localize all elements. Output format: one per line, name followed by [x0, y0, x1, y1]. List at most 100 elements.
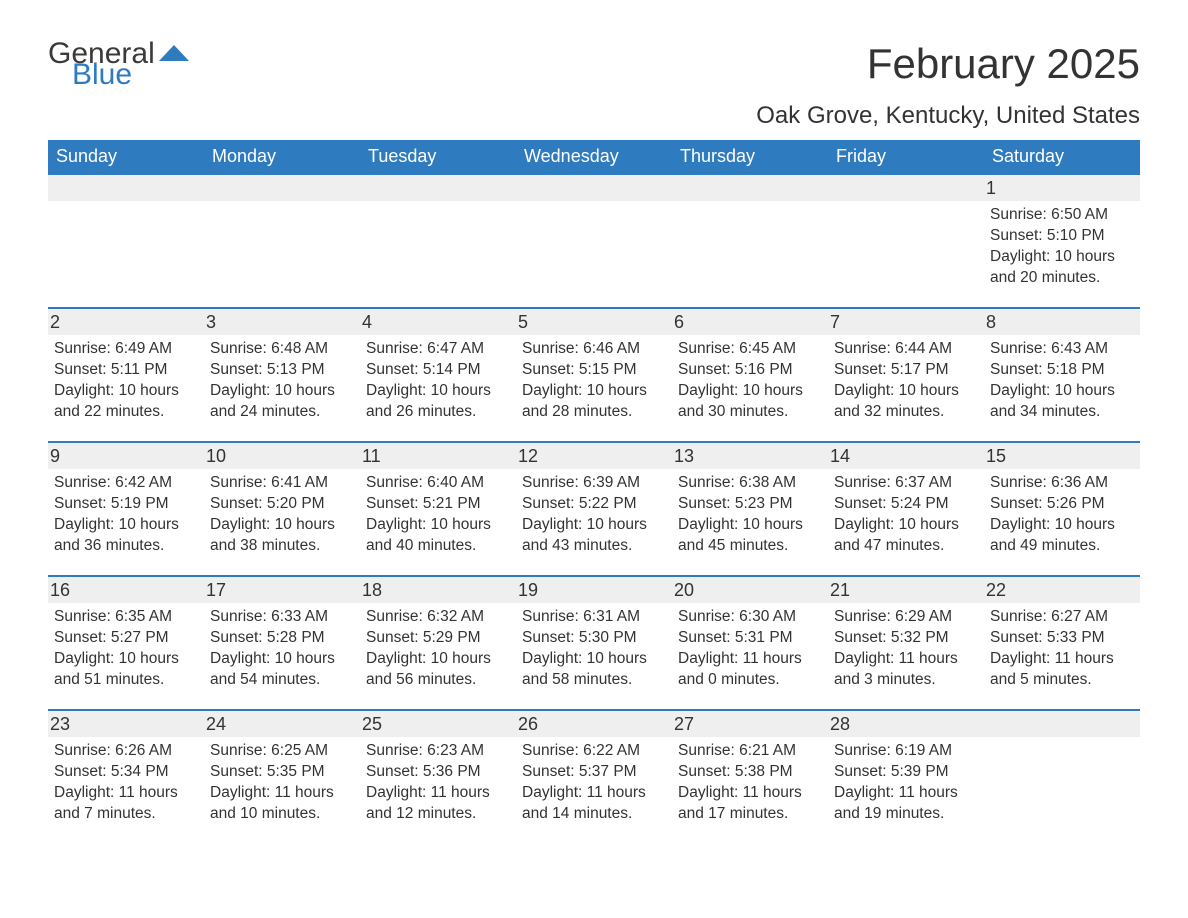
- calendar-cell: 6Sunrise: 6:45 AMSunset: 5:16 PMDaylight…: [672, 307, 828, 441]
- daylight-line: Daylight: 10 hours and 26 minutes.: [366, 381, 510, 423]
- sunset-line: Sunset: 5:16 PM: [678, 360, 822, 381]
- sunrise-line: Sunrise: 6:19 AM: [834, 741, 978, 762]
- day-number-bar: 18: [360, 575, 516, 603]
- weekday-header: Friday: [828, 140, 984, 173]
- day-number-bar: 24: [204, 709, 360, 737]
- sunset-line: Sunset: 5:14 PM: [366, 360, 510, 381]
- sunrise-line: Sunrise: 6:39 AM: [522, 473, 666, 494]
- calendar-cell: 2Sunrise: 6:49 AMSunset: 5:11 PMDaylight…: [48, 307, 204, 441]
- sunset-line: Sunset: 5:38 PM: [678, 762, 822, 783]
- sunset-line: Sunset: 5:26 PM: [990, 494, 1134, 515]
- weekday-header: Thursday: [672, 140, 828, 173]
- day-number-bar: 10: [204, 441, 360, 469]
- daylight-line: Daylight: 11 hours and 19 minutes.: [834, 783, 978, 825]
- sunset-line: Sunset: 5:19 PM: [54, 494, 198, 515]
- sunrise-line: Sunrise: 6:23 AM: [366, 741, 510, 762]
- calendar-cell: 14Sunrise: 6:37 AMSunset: 5:24 PMDayligh…: [828, 441, 984, 575]
- sunset-line: Sunset: 5:37 PM: [522, 762, 666, 783]
- calendar-cell: 10 Sunrise: 6:41 AMSunset: 5:20 PMDayligh…: [204, 441, 360, 575]
- sunset-line: Sunset: 5:34 PM: [54, 762, 198, 783]
- daylight-line: Daylight: 10 hours and 40 minutes.: [366, 515, 510, 557]
- daylight-line: Daylight: 11 hours and 5 minutes.: [990, 649, 1134, 691]
- daylight-line: Daylight: 10 hours and 56 minutes.: [366, 649, 510, 691]
- sunrise-line: Sunrise: 6:29 AM: [834, 607, 978, 628]
- sunset-line: Sunset: 5:18 PM: [990, 360, 1134, 381]
- calendar-cell: 21Sunrise: 6:29 AMSunset: 5:32 PMDayligh…: [828, 575, 984, 709]
- calendar-week: 16Sunrise: 6:35 AMSunset: 5:27 PMDayligh…: [48, 575, 1140, 709]
- daylight-line: Daylight: 10 hours and 30 minutes.: [678, 381, 822, 423]
- calendar-cell: [984, 709, 1140, 843]
- calendar-cell: 13Sunrise: 6:38 AMSunset: 5:23 PMDayligh…: [672, 441, 828, 575]
- daylight-line: Daylight: 10 hours and 49 minutes.: [990, 515, 1134, 557]
- sunset-line: Sunset: 5:39 PM: [834, 762, 978, 783]
- calendar-week: 1Sunrise: 6:50 AMSunset: 5:10 PMDaylight…: [48, 173, 1140, 307]
- day-number-bar: 5: [516, 307, 672, 335]
- day-number-bar: 7: [828, 307, 984, 335]
- day-number-bar: 26: [516, 709, 672, 737]
- calendar-cell: 28 Sunrise: 6:19 AMSunset: 5:39 PMDayligh…: [828, 709, 984, 843]
- calendar-week: 2Sunrise: 6:49 AMSunset: 5:11 PMDaylight…: [48, 307, 1140, 441]
- daylight-line: Daylight: 11 hours and 12 minutes.: [366, 783, 510, 825]
- day-number-bar: [984, 709, 1140, 737]
- calendar-cell: 24Sunrise: 6:25 AMSunset: 5:35 PMDayligh…: [204, 709, 360, 843]
- calendar-cell: 16Sunrise: 6:35 AMSunset: 5:27 PMDayligh…: [48, 575, 204, 709]
- sunrise-line: Sunrise: 6:30 AM: [678, 607, 822, 628]
- calendar-cell: 1Sunrise: 6:50 AMSunset: 5:10 PMDaylight…: [984, 173, 1140, 307]
- title-block: February 2025 Oak Grove, Kentucky, Unite…: [756, 40, 1140, 130]
- day-number-bar: 17: [204, 575, 360, 603]
- sunrise-line: Sunrise: 6:49 AM: [54, 339, 198, 360]
- day-number-bar: [204, 173, 360, 201]
- sunrise-line: Sunrise: 6:48 AM: [210, 339, 354, 360]
- day-number-bar: 25: [360, 709, 516, 737]
- sunrise-line: Sunrise: 6:37 AM: [834, 473, 978, 494]
- sunrise-line: Sunrise: 6:27 AM: [990, 607, 1134, 628]
- day-number-bar: 4: [360, 307, 516, 335]
- day-number-bar: [516, 173, 672, 201]
- sunset-line: Sunset: 5:32 PM: [834, 628, 978, 649]
- sunset-line: Sunset: 5:29 PM: [366, 628, 510, 649]
- sunrise-line: Sunrise: 6:45 AM: [678, 339, 822, 360]
- day-number-bar: 14: [828, 441, 984, 469]
- day-number-bar: 19: [516, 575, 672, 603]
- sunrise-line: Sunrise: 6:50 AM: [990, 205, 1134, 226]
- daylight-line: Daylight: 10 hours and 22 minutes.: [54, 381, 198, 423]
- daylight-line: Daylight: 10 hours and 58 minutes.: [522, 649, 666, 691]
- day-number-bar: 1: [984, 173, 1140, 201]
- daylight-line: Daylight: 11 hours and 0 minutes.: [678, 649, 822, 691]
- sunset-line: Sunset: 5:20 PM: [210, 494, 354, 515]
- calendar-week: 23Sunrise: 6:26 AMSunset: 5:34 PMDayligh…: [48, 709, 1140, 843]
- sunrise-line: Sunrise: 6:46 AM: [522, 339, 666, 360]
- day-number-bar: [360, 173, 516, 201]
- sunrise-line: Sunrise: 6:41 AM: [210, 473, 354, 494]
- day-number-bar: 23: [48, 709, 204, 737]
- calendar-cell: 9Sunrise: 6:42 AMSunset: 5:19 PMDaylight…: [48, 441, 204, 575]
- sunset-line: Sunset: 5:28 PM: [210, 628, 354, 649]
- daylight-line: Daylight: 10 hours and 38 minutes.: [210, 515, 354, 557]
- calendar-cell: 8Sunrise: 6:43 AMSunset: 5:18 PMDaylight…: [984, 307, 1140, 441]
- day-number-bar: [672, 173, 828, 201]
- calendar-cell: [204, 173, 360, 307]
- calendar-cell: 7Sunrise: 6:44 AMSunset: 5:17 PMDaylight…: [828, 307, 984, 441]
- daylight-line: Daylight: 11 hours and 14 minutes.: [522, 783, 666, 825]
- sunset-line: Sunset: 5:33 PM: [990, 628, 1134, 649]
- sunset-line: Sunset: 5:23 PM: [678, 494, 822, 515]
- calendar-cell: 18Sunrise: 6:32 AMSunset: 5:29 PMDayligh…: [360, 575, 516, 709]
- calendar-week: 9Sunrise: 6:42 AMSunset: 5:19 PMDaylight…: [48, 441, 1140, 575]
- sunrise-line: Sunrise: 6:31 AM: [522, 607, 666, 628]
- sunset-line: Sunset: 5:22 PM: [522, 494, 666, 515]
- sunset-line: Sunset: 5:17 PM: [834, 360, 978, 381]
- day-number-bar: 22: [984, 575, 1140, 603]
- sunset-line: Sunset: 5:15 PM: [522, 360, 666, 381]
- sunrise-line: Sunrise: 6:47 AM: [366, 339, 510, 360]
- weekday-header: Tuesday: [360, 140, 516, 173]
- daylight-line: Daylight: 10 hours and 43 minutes.: [522, 515, 666, 557]
- sunrise-line: Sunrise: 6:22 AM: [522, 741, 666, 762]
- calendar-cell: 23Sunrise: 6:26 AMSunset: 5:34 PMDayligh…: [48, 709, 204, 843]
- weekday-header: Wednesday: [516, 140, 672, 173]
- daylight-line: Daylight: 10 hours and 20 minutes.: [990, 247, 1134, 289]
- calendar-cell: 15Sunrise: 6:36 AMSunset: 5:26 PMDayligh…: [984, 441, 1140, 575]
- sunset-line: Sunset: 5:31 PM: [678, 628, 822, 649]
- calendar-cell: 25Sunrise: 6:23 AMSunset: 5:36 PMDayligh…: [360, 709, 516, 843]
- sunrise-line: Sunrise: 6:36 AM: [990, 473, 1134, 494]
- day-number-bar: 28: [828, 709, 984, 737]
